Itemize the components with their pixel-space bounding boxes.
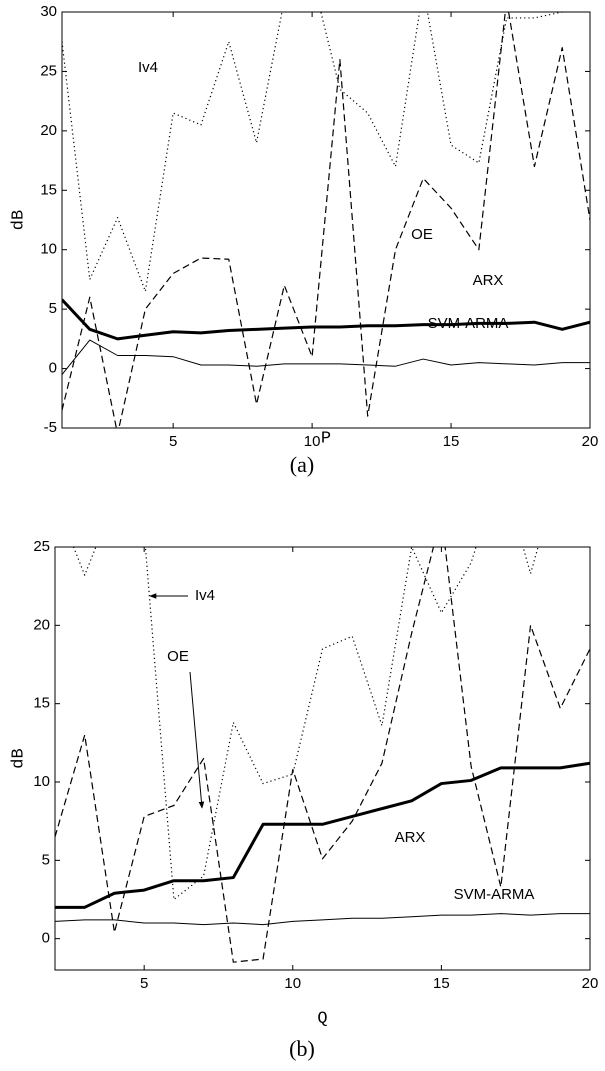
series-label: Iv4: [138, 59, 158, 76]
y-axis-label: dB: [9, 210, 28, 230]
x-axis-label: P: [321, 429, 331, 448]
y-tick-label: 20: [33, 616, 50, 633]
series-label: ARX: [395, 829, 426, 846]
series-label: ARX: [473, 272, 504, 289]
y-tick-label: 20: [40, 122, 57, 139]
series-label: OE: [411, 226, 433, 243]
y-axis-label: dB: [9, 748, 28, 768]
y-tick-label: 0: [42, 930, 50, 947]
y-tick-label: 10: [40, 241, 57, 258]
x-tick-label: 5: [140, 975, 148, 992]
x-axis-label: Q: [317, 1009, 327, 1028]
plot-area: [62, 12, 590, 428]
panel: -5 0 5 10 15 20 25 30 5 10 15 20 Iv4 OE ARX SVM-ARMA PdB…: [9, 3, 599, 477]
series-line: [62, 298, 590, 341]
series-label: OE: [167, 648, 189, 665]
caption: (a): [290, 452, 314, 477]
caption: (b): [289, 1036, 315, 1061]
x-tick-label: 10: [284, 975, 301, 992]
x-tick-label: 10: [304, 433, 321, 450]
x-tick-label: 20: [582, 433, 599, 450]
y-tick-label: 15: [33, 695, 50, 712]
series-line: [62, 12, 564, 292]
series-line: [62, 339, 590, 375]
y-tick-label: -5: [44, 419, 57, 436]
plot-frame: [54, 546, 591, 971]
y-tick-label: 5: [49, 300, 57, 317]
x-tick-label: 20: [582, 975, 599, 992]
y-tick-label: 25: [33, 538, 50, 555]
x-tick-label: 15: [443, 433, 460, 450]
annotation-arrow: [189, 671, 205, 809]
y-tick-label: 15: [40, 181, 57, 198]
panel: 0 5 10 15 20 25 5 10 15 20 Iv4 OE ARX SVM-ARMA QdB (b): [9, 538, 599, 1061]
series-label: SVM-ARMA: [454, 886, 535, 903]
x-tick-label: 5: [169, 433, 177, 450]
x-tick-label: 15: [433, 975, 450, 992]
y-tick-label: 0: [49, 360, 57, 377]
y-tick-label: 5: [42, 851, 50, 868]
series-line: [55, 761, 590, 909]
y-tick-label: 25: [40, 62, 57, 79]
series-line: [55, 547, 590, 963]
series-line: [55, 913, 590, 926]
series-label: Iv4: [195, 587, 215, 604]
y-tick-label: 10: [33, 773, 50, 790]
series-line: [62, 12, 590, 428]
series-line: [72, 547, 539, 901]
y-tick-label: 30: [40, 3, 57, 20]
plot-area: [55, 547, 590, 963]
series-label: SVM-ARMA: [428, 315, 509, 332]
plot-frame: [61, 11, 591, 429]
